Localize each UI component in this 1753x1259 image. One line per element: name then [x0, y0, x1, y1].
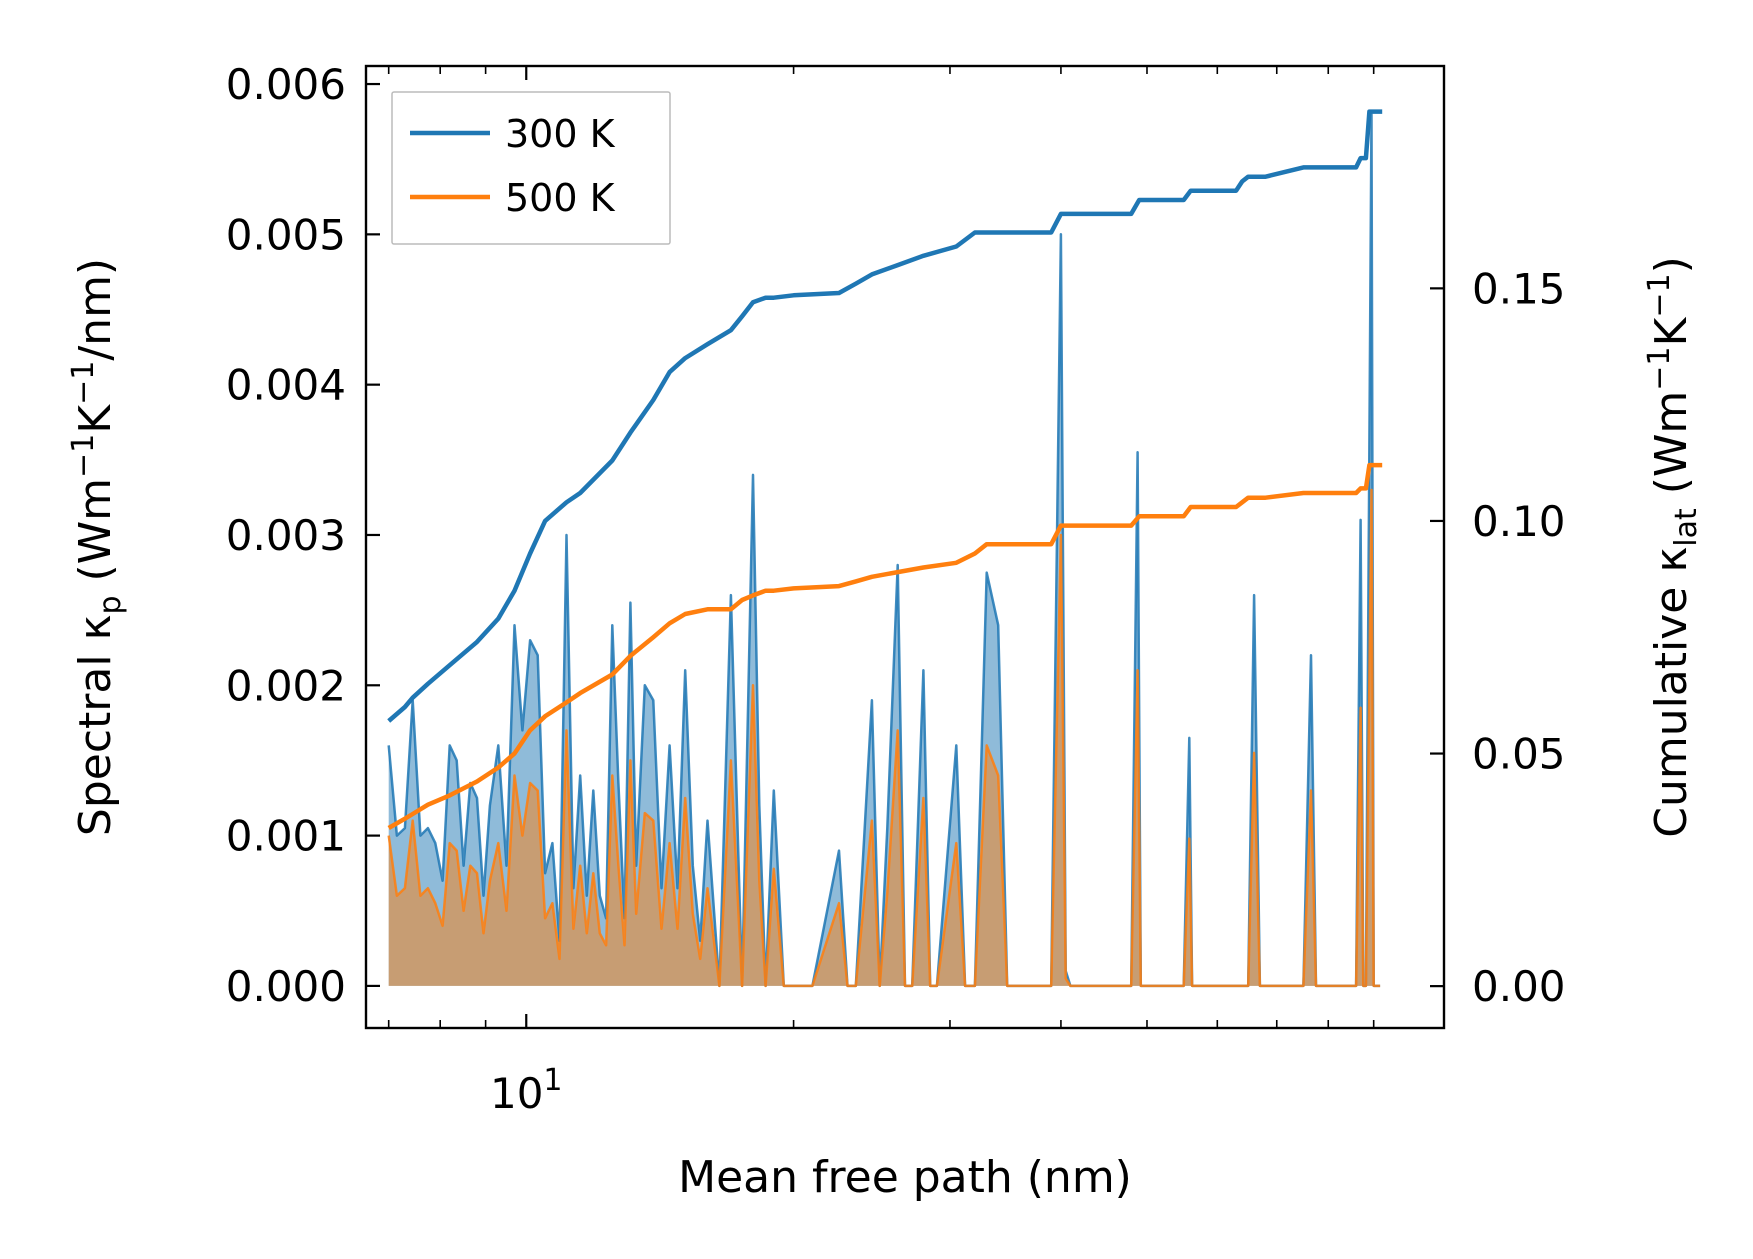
y-left-label-mid: K: [70, 404, 121, 434]
y-left-label-sub: p: [93, 595, 128, 614]
legend-frame: [391, 91, 671, 245]
x-tick-label-base: 10: [490, 1069, 543, 1118]
y-right-tick-label: 0.00: [1472, 962, 1566, 1011]
plot-frame: [364, 64, 1446, 1030]
y-axis-label-left: Spectral κp (Wm−1K−1/nm): [66, 258, 128, 836]
y-left-tick-label: 0.005: [226, 210, 346, 259]
y-left-tick-label: 0.002: [226, 661, 346, 710]
y-left-label-close: /nm): [70, 258, 121, 361]
y-axis-label-right: Cumulative κlat (Wm−1K−1): [1642, 256, 1704, 838]
spectral-fills: [387, 112, 1381, 988]
y-right-label-mid: K: [1646, 316, 1697, 346]
500-k-cumulative-line: [387, 462, 1383, 830]
y-left-tick-label: 0.003: [226, 511, 346, 560]
300-k-cumulative-line: [387, 109, 1383, 723]
y-left-label-main: Spectral κ: [70, 615, 121, 837]
y-right-label-sub: lat: [1669, 508, 1704, 547]
y-right-tick-label: 0.05: [1472, 730, 1566, 779]
y-right-label-main: Cumulative κ: [1646, 547, 1697, 838]
series-lines: [387, 109, 1383, 830]
500-k-spectral-line: [387, 488, 1381, 988]
legend-label-500k: 500 K: [505, 176, 616, 220]
y-left-label-sup1: −1: [66, 434, 101, 478]
y-left-label-open: (Wm: [70, 478, 121, 596]
y-left-tick-label: 0.001: [226, 812, 346, 861]
y-right-label-open: (Wm: [1646, 391, 1697, 509]
x-axis-label: Mean free path (nm): [678, 1152, 1132, 1203]
tick-labels: 0.000 0.001 0.002 0.003 0.004 0.005 0.006 0.00 0…: [226, 60, 1566, 1118]
y-left-tick-label: 0.000: [226, 962, 346, 1011]
y-left-label-sup2: −1: [66, 361, 101, 405]
x-tick-label-exp: 1: [543, 1063, 562, 1098]
y-right-tick-label: 0.10: [1472, 497, 1566, 546]
axis-ticks: [366, 66, 1444, 1028]
y-right-label-sup1: −1: [1642, 346, 1677, 390]
y-left-tick-label: 0.006: [226, 60, 346, 109]
x-tick-label: 101: [490, 1063, 563, 1118]
legend: 300 K 500 K: [391, 91, 671, 245]
y-right-label-sup2: −1: [1642, 273, 1677, 317]
y-right-tick-label: 0.15: [1472, 264, 1566, 313]
legend-label-300k: 300 K: [505, 112, 616, 156]
500-k-spectral-fill: [388, 489, 1381, 986]
y-left-tick-label: 0.004: [226, 361, 346, 410]
y-right-label-close: ): [1646, 256, 1697, 273]
